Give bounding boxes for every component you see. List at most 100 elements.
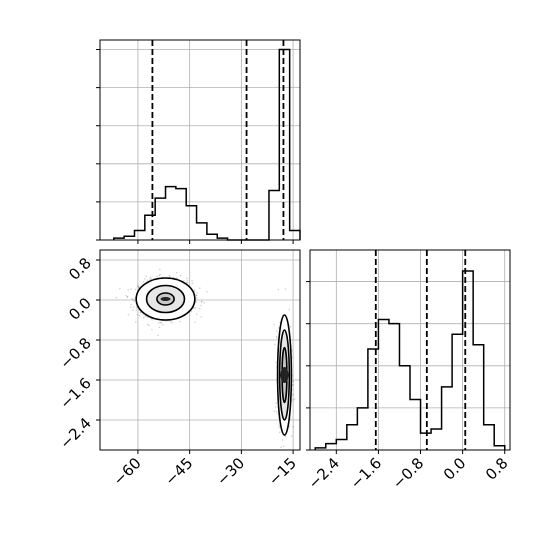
hist-p1-xtick-label-1: −1.6 (347, 454, 385, 492)
hist-p0-bin-15 (269, 190, 279, 240)
scatter-point (127, 313, 130, 316)
scatter-point (288, 425, 291, 428)
scatter-point (130, 303, 132, 306)
scatter-point (160, 321, 163, 324)
scatter-point (273, 323, 275, 326)
scatter-point (277, 288, 280, 291)
scatter-point (138, 314, 141, 317)
scatter-point (157, 334, 159, 337)
scatter-point (137, 286, 140, 289)
scatter-point (125, 294, 127, 297)
scatter-point (133, 300, 135, 303)
scatter-point (194, 306, 197, 309)
scatter-ytick-label-1: 0.0 (65, 294, 95, 324)
hist-p1-bin-13 (452, 334, 463, 450)
scatter-point (149, 278, 151, 281)
scatter-point (183, 280, 185, 282)
scatter-point (162, 323, 164, 326)
scatter-ytick-label-2: −0.8 (56, 334, 94, 372)
scatter-point (142, 280, 145, 283)
scatter-point (195, 301, 197, 303)
hist-p0-bin-17 (290, 230, 300, 240)
scatter-point (281, 439, 284, 441)
scatter-point (292, 399, 295, 401)
hist-p1-bin-1 (326, 444, 337, 450)
histogram-panel-p1: −2.4 −1.6 −0.8 0.0 0.8 (305, 249, 512, 493)
hist-p0-bin-16 (279, 50, 289, 240)
scatter-point (288, 308, 291, 311)
scatter-point (275, 406, 277, 408)
scatter-frame (99, 249, 301, 451)
scatter-point (159, 268, 161, 271)
scatter-point (186, 277, 188, 280)
hist-p1-bin-7 (389, 324, 400, 450)
hist-p1-bin-6 (378, 319, 389, 450)
scatter-point (186, 279, 189, 282)
density-peak-mode0 (160, 297, 171, 301)
hist-p1-bin-14 (463, 271, 474, 450)
scatter-point (276, 337, 278, 339)
scatter-point (292, 393, 294, 396)
hist-p0-frame (99, 39, 301, 241)
hist-p1-xtick-label-0: −2.4 (305, 454, 343, 492)
scatter-point (201, 300, 203, 303)
scatter-point (135, 321, 137, 323)
scatter-point (274, 343, 276, 346)
scatter-point (130, 306, 132, 308)
hist-p0-bin-9 (207, 234, 217, 240)
scatter-point (168, 275, 171, 277)
scatter-point (135, 307, 138, 309)
scatter-point (132, 298, 134, 301)
scatter-point (115, 296, 118, 299)
scatter-point (143, 278, 146, 280)
scatter-point (186, 281, 189, 284)
hist-p1-bin-5 (368, 349, 379, 450)
scatter-point (292, 426, 295, 428)
scatter-point (293, 398, 296, 400)
scatter-point (275, 402, 278, 405)
scatter-point (151, 319, 153, 321)
hist-p1-bin-4 (357, 408, 368, 450)
scatter-point (126, 296, 129, 298)
scatter-point (206, 291, 208, 293)
hist-p1-bin-15 (473, 345, 484, 450)
scatter-ytick-label-4: −2.4 (56, 414, 94, 452)
scatter-point (171, 321, 173, 324)
scatter-point (284, 288, 287, 290)
scatter-point (278, 424, 281, 427)
scatter-point (275, 410, 278, 413)
scatter-point (139, 311, 142, 314)
scatter-point (200, 304, 202, 307)
scatter-point (292, 384, 295, 387)
hist-p1-bin-12 (442, 387, 453, 450)
scatter-point (191, 279, 193, 282)
scatter-point (273, 410, 276, 412)
hist-p1-bin-9 (410, 399, 421, 450)
scatter-xtick-label-3: −15 (265, 454, 300, 489)
scatter-point (195, 294, 197, 296)
scatter-point (151, 328, 153, 331)
scatter-point (149, 276, 152, 279)
scatter-point (144, 315, 147, 318)
scatter-point (126, 296, 129, 298)
scatter-point (289, 325, 292, 328)
hist-p0-step-line (113, 48, 301, 241)
scatter-xtick-label-1: −45 (161, 454, 196, 489)
scatter-point (193, 289, 196, 291)
scatter-ytick-label-3: −1.6 (56, 374, 94, 412)
scatter-point (157, 321, 160, 324)
density-peak-mode1 (280, 367, 289, 383)
scatter-point (139, 311, 142, 314)
hist-p1-bin-10 (421, 433, 432, 450)
scatter-point (130, 288, 132, 291)
scatter-point (194, 321, 196, 323)
hist-p1-xtick-label-3: 0.0 (440, 454, 470, 484)
scatter-point (135, 309, 137, 312)
scatter-point (192, 307, 195, 310)
hist-p1-bin-3 (347, 425, 358, 450)
scatter-point (179, 320, 181, 323)
scatter-point (200, 301, 203, 303)
hist-p0-bin-8 (197, 223, 207, 240)
hist-p1-xtick-label-2: −0.8 (389, 454, 427, 492)
